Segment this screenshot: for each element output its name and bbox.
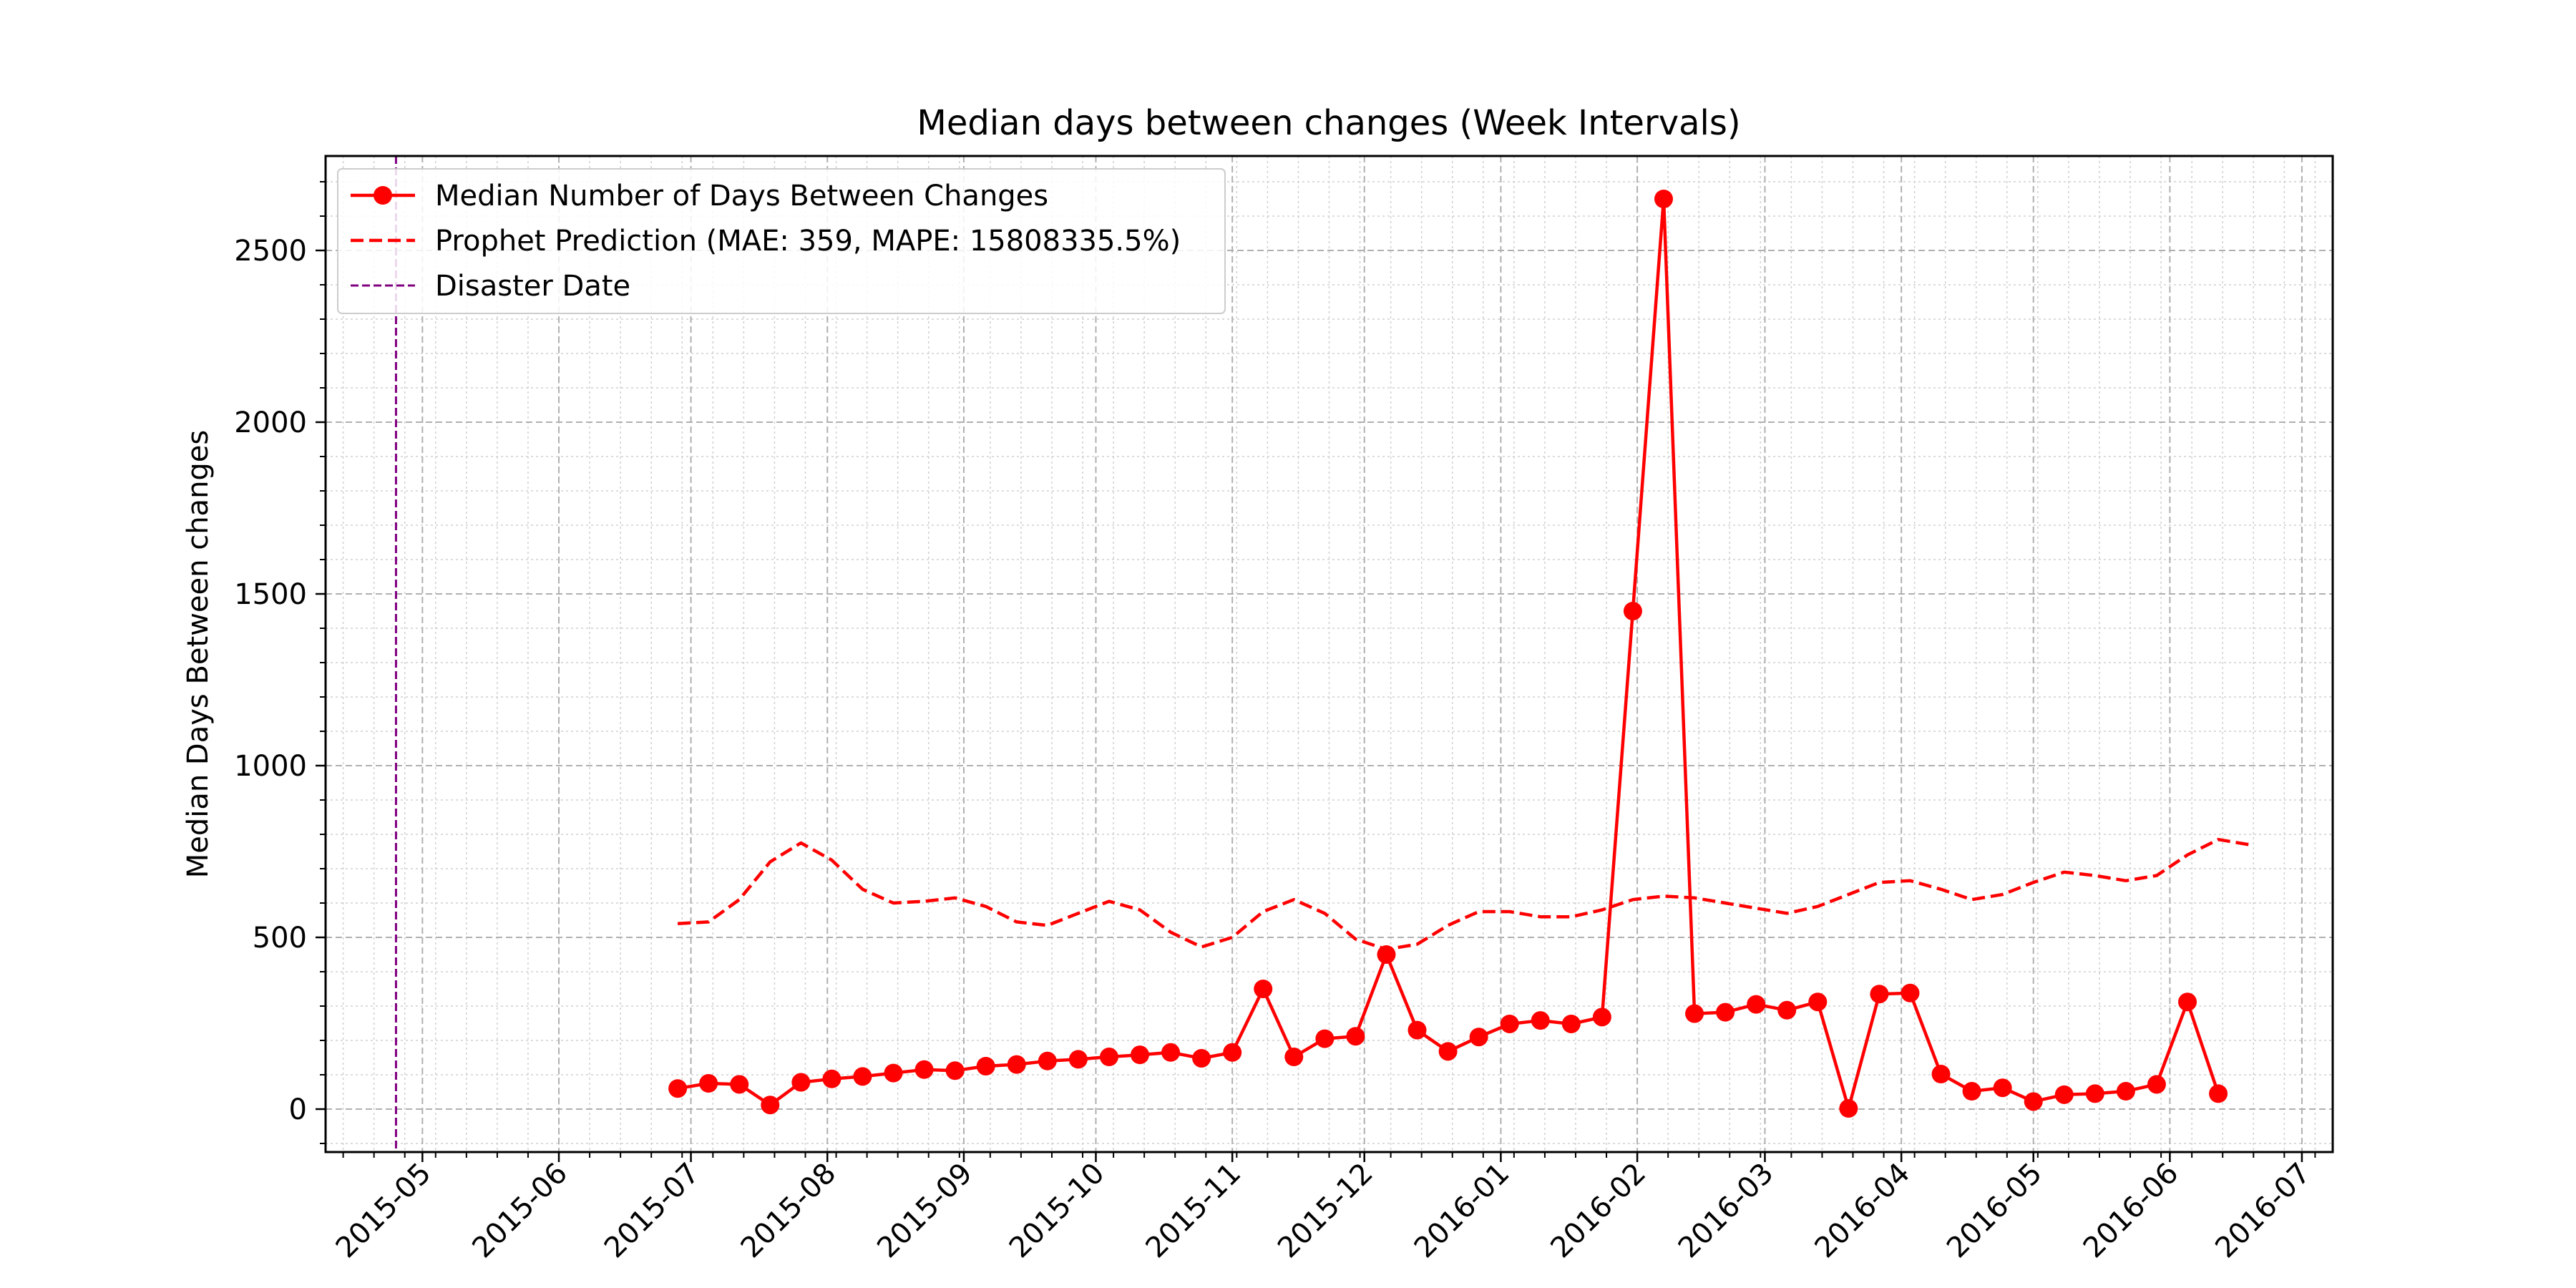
observed-data-point	[1808, 992, 1828, 1012]
observed-data-point	[1654, 190, 1673, 208]
observed-data-point	[1500, 1014, 1519, 1033]
minor-grid	[326, 156, 2333, 1152]
legend-label-observed: Median Number of Days Between Changes	[435, 180, 1048, 213]
observed-data-point	[945, 1061, 965, 1080]
observed-data-point	[884, 1063, 903, 1083]
observed-data-point	[1038, 1051, 1057, 1070]
observed-data-point	[2054, 1085, 2074, 1104]
observed-data-point	[1747, 995, 1766, 1014]
legend-box	[337, 168, 1226, 314]
observed-data-point	[1623, 602, 1642, 620]
y-axis-label: Median Days Between changes	[182, 430, 215, 879]
observed-data-point	[914, 1060, 934, 1079]
observed-data-point	[1223, 1043, 1242, 1062]
observed-data-point	[1254, 980, 1273, 998]
y-tick-label: 2000	[234, 406, 307, 439]
observed-data-point	[976, 1057, 995, 1075]
series-layer	[668, 190, 2250, 1118]
observed-data-point	[668, 1079, 688, 1098]
observed-data-point	[2116, 1082, 2135, 1101]
observed-data-point	[1993, 1078, 2012, 1098]
legend: Median Number of Days Between Changes Pr…	[337, 168, 1226, 314]
observed-data-point	[1839, 1099, 1858, 1118]
observed-data-point	[822, 1069, 841, 1088]
observed-data-point	[2178, 992, 2197, 1012]
y-tick-label: 1500	[234, 578, 307, 611]
observed-data-point	[730, 1075, 749, 1094]
observed-data-point	[1284, 1048, 1304, 1067]
observed-data-point	[2024, 1092, 2043, 1111]
observed-data-point	[1438, 1042, 1458, 1061]
observed-data-point	[2209, 1084, 2228, 1103]
observed-data-point	[1685, 1004, 1704, 1023]
observed-data-point	[699, 1074, 718, 1093]
observed-data-point	[1870, 985, 1889, 1004]
observed-data-point	[2147, 1075, 2166, 1094]
observed-data-point	[1931, 1065, 1951, 1084]
observed-data-point	[2085, 1084, 2104, 1103]
observed-data-point	[1531, 1011, 1550, 1030]
observed-data-point	[1099, 1048, 1118, 1067]
observed-data-point	[1346, 1027, 1365, 1046]
observed-data-point	[1901, 983, 1920, 1002]
observed-data-point	[1716, 1002, 1735, 1022]
chart-title: Median days between changes (Week Interv…	[917, 103, 1740, 143]
observed-data-point	[1561, 1014, 1581, 1033]
observed-data-point	[1962, 1082, 1981, 1101]
y-tick-label: 0	[289, 1093, 307, 1126]
legend-label-disaster: Disaster Date	[435, 270, 630, 303]
observed-data-point	[791, 1073, 811, 1092]
observed-data-point	[1161, 1043, 1181, 1062]
observed-data-point	[1192, 1048, 1211, 1068]
major-grid	[326, 156, 2333, 1152]
observed-data-point	[1068, 1050, 1088, 1069]
observed-data-point	[1777, 1000, 1797, 1020]
observed-data-point	[1130, 1045, 1149, 1065]
y-tick-label: 500	[253, 922, 307, 955]
observed-data-point	[1407, 1020, 1427, 1040]
y-tick-label: 2500	[234, 235, 307, 268]
observed-data-point	[1469, 1028, 1488, 1047]
observed-data-point	[761, 1096, 780, 1115]
observed-data-point	[853, 1067, 872, 1086]
observed-data-point	[1592, 1008, 1611, 1027]
y-tick-label: 1000	[234, 750, 307, 783]
legend-marker-observed	[374, 186, 392, 205]
observed-data-point	[1315, 1029, 1335, 1048]
y-axis: 0 500 1000 1500 2000 2500	[234, 181, 326, 1144]
observed-data-point	[1007, 1055, 1026, 1074]
legend-label-prediction: Prophet Prediction (MAE: 359, MAPE: 1580…	[435, 225, 1181, 258]
